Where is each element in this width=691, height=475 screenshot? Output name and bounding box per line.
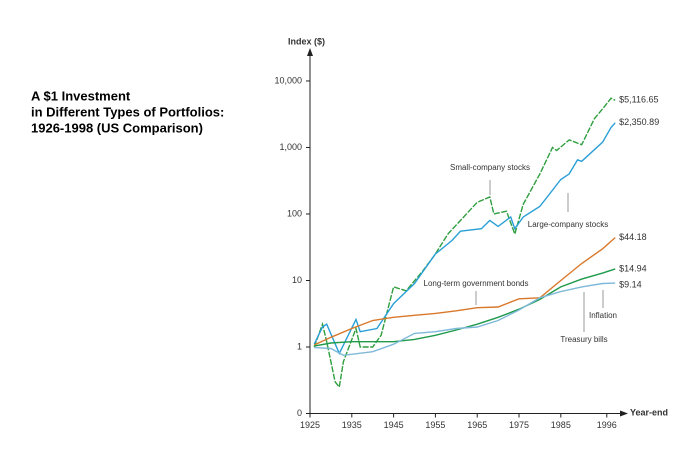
value-label: $14.94 bbox=[619, 263, 647, 273]
x-tick-label: 1925 bbox=[300, 420, 320, 430]
series-annotation: Small-company stocks bbox=[450, 163, 530, 172]
y-axis-title: Index ($) bbox=[288, 36, 325, 46]
y-tick-label: 0 bbox=[297, 408, 302, 418]
value-label: $44.18 bbox=[619, 232, 647, 242]
y-tick-label: 100 bbox=[287, 208, 302, 218]
x-tick-label: 1975 bbox=[509, 420, 529, 430]
x-tick-label: 1955 bbox=[425, 420, 445, 430]
x-axis-arrow bbox=[620, 410, 628, 417]
chart-title: in Different Types of Portfolios: bbox=[31, 104, 224, 119]
series-annotation: Treasury bills bbox=[560, 335, 607, 344]
value-label: $9.14 bbox=[619, 279, 642, 289]
y-tick-label: 1 bbox=[297, 341, 302, 351]
line-series bbox=[313, 97, 616, 389]
x-tick-label: 1945 bbox=[384, 420, 404, 430]
series-annotation: Inflation bbox=[589, 311, 617, 320]
x-axis-title: Year-end bbox=[630, 407, 668, 417]
value-label: $2,350.89 bbox=[619, 117, 659, 127]
value-label: $5,116.65 bbox=[619, 95, 658, 105]
line-series bbox=[313, 237, 616, 346]
chart-title: 1926-1998 (US Comparison) bbox=[31, 120, 203, 135]
line-series bbox=[313, 122, 616, 356]
x-tick-label: 1935 bbox=[342, 420, 362, 430]
y-axis-arrow bbox=[307, 48, 313, 56]
y-tick-label: 1,000 bbox=[279, 142, 302, 152]
line-series bbox=[314, 282, 616, 357]
chart-title: A $1 Investment bbox=[31, 88, 131, 103]
x-tick-label: 1965 bbox=[467, 420, 487, 430]
series-annotation: Large-company stocks bbox=[528, 220, 608, 229]
x-tick-label: 1996 bbox=[597, 420, 617, 430]
y-tick-label: 10,000 bbox=[274, 75, 302, 85]
y-tick-label: 10 bbox=[292, 275, 302, 285]
x-tick-label: 1985 bbox=[551, 420, 571, 430]
series-annotation: Long-term government bonds bbox=[424, 279, 529, 288]
